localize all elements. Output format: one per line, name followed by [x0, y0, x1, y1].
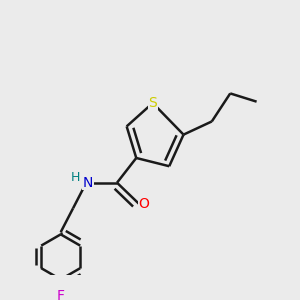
- Text: S: S: [148, 96, 157, 110]
- Text: N: N: [82, 176, 93, 190]
- Text: F: F: [57, 290, 65, 300]
- Text: O: O: [139, 197, 149, 211]
- Text: H: H: [71, 171, 80, 184]
